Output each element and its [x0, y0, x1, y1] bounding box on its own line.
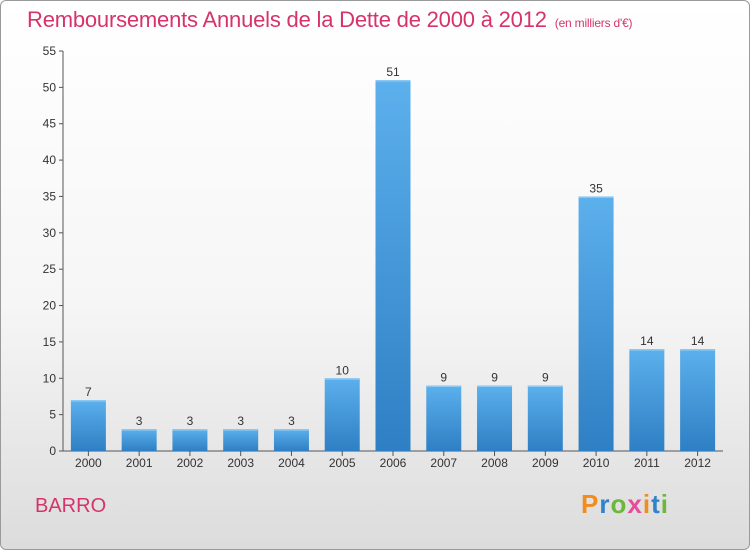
data-label: 14 [691, 334, 705, 348]
y-tick-label: 5 [49, 408, 56, 422]
bar [70, 400, 106, 451]
bar-top-highlight [324, 378, 360, 380]
bar-top-highlight [375, 80, 411, 82]
y-tick-label: 10 [43, 371, 57, 385]
x-tick-label: 2002 [177, 456, 204, 470]
bar-top-highlight [477, 385, 513, 388]
x-tick-label: 2008 [481, 456, 508, 470]
x-tick-label: 2004 [278, 456, 305, 470]
bar [273, 429, 309, 451]
bar-top-highlight [578, 196, 614, 198]
data-label: 9 [491, 371, 498, 385]
y-tick-label: 15 [43, 335, 57, 349]
y-tick-label: 50 [43, 80, 57, 94]
bar-top-highlight [680, 349, 716, 351]
bar-top-highlight [121, 429, 157, 431]
bar-top-highlight [70, 400, 106, 402]
bar [426, 385, 462, 451]
data-label: 14 [640, 334, 654, 348]
x-tick-label: 2009 [532, 456, 559, 470]
x-tick-label: 2000 [75, 456, 102, 470]
bar [375, 80, 411, 451]
data-label: 3 [187, 414, 194, 428]
x-tick-label: 2011 [634, 456, 660, 470]
bar [172, 429, 208, 451]
bar [223, 429, 259, 451]
data-label: 3 [288, 414, 295, 428]
y-tick-label: 35 [43, 189, 57, 203]
y-tick-label: 45 [43, 117, 57, 131]
data-label: 10 [336, 363, 350, 377]
y-tick-label: 0 [49, 444, 56, 458]
bar [629, 349, 665, 451]
bar [680, 349, 716, 451]
data-label: 7 [85, 385, 92, 399]
data-label: 9 [440, 371, 447, 385]
chart-title-text: Remboursements Annuels de la Dette de 20… [27, 7, 547, 32]
bar-top-highlight [223, 429, 259, 431]
bar [121, 429, 157, 451]
data-label: 9 [542, 371, 549, 385]
bar-top-highlight [172, 429, 208, 431]
x-tick-label: 2003 [227, 456, 254, 470]
y-tick-label: 55 [43, 44, 57, 58]
bar [578, 196, 614, 451]
x-tick-label: 2007 [430, 456, 457, 470]
x-tick-label: 2001 [126, 456, 153, 470]
y-tick-label: 30 [43, 226, 57, 240]
bar-top-highlight [629, 349, 665, 351]
y-tick-label: 20 [43, 299, 57, 313]
x-tick-label: 2010 [583, 456, 610, 470]
data-label: 35 [589, 181, 603, 195]
data-label: 3 [237, 414, 244, 428]
chart-title: Remboursements Annuels de la Dette de 20… [27, 7, 633, 33]
bar-top-highlight [527, 385, 563, 388]
place-name: BARRO [35, 495, 107, 517]
data-label: 3 [136, 414, 143, 428]
bar [527, 385, 563, 451]
y-tick-label: 40 [43, 153, 57, 167]
y-tick-label: 25 [43, 262, 57, 276]
unit-label: (en milliers d'€) [554, 16, 633, 30]
bar-top-highlight [426, 385, 462, 388]
bar [477, 385, 513, 451]
x-tick-label: 2012 [684, 456, 711, 470]
bars [70, 80, 716, 451]
x-tick-label: 2005 [329, 456, 356, 470]
bar-top-highlight [273, 429, 309, 431]
x-tick-label: 2006 [380, 456, 407, 470]
data-label: 51 [386, 65, 400, 79]
proxiti-logo: Proxiti [581, 489, 669, 519]
labels: 2000 7 2001 3 2002 3 2003 3 2004 3 2005 10 2006 51 200… [75, 65, 711, 470]
bar [324, 378, 360, 451]
